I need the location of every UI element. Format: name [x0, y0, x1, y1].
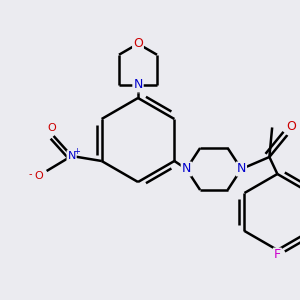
Text: N: N — [68, 151, 76, 161]
Text: +: + — [73, 146, 80, 155]
Text: O: O — [34, 171, 43, 181]
Text: -: - — [29, 169, 32, 179]
Text: F: F — [274, 248, 281, 262]
Text: O: O — [133, 37, 143, 50]
Text: O: O — [286, 121, 296, 134]
Text: N: N — [182, 163, 191, 176]
Text: O: O — [47, 123, 56, 133]
Text: N: N — [133, 79, 143, 92]
Text: N: N — [237, 163, 246, 176]
